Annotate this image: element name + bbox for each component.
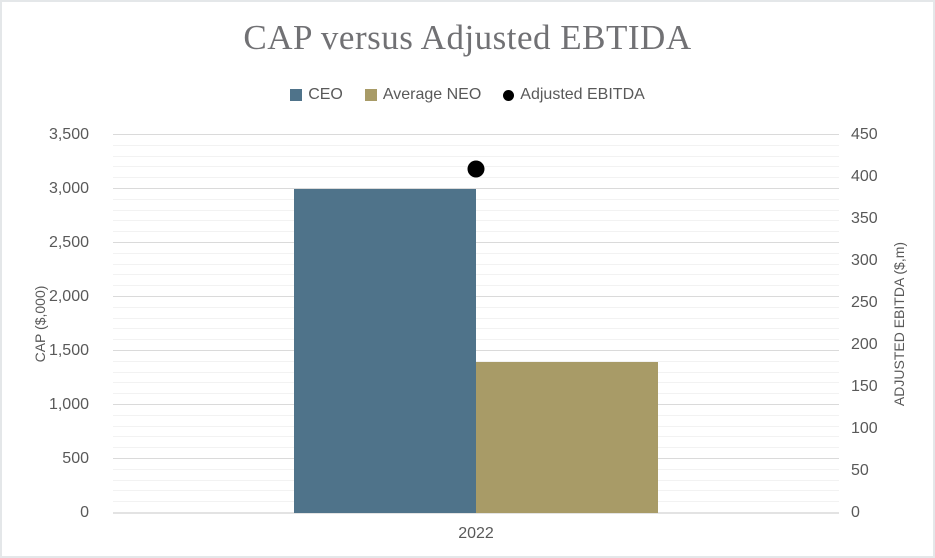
minor-gridline xyxy=(113,155,839,157)
minor-gridline xyxy=(113,274,839,276)
tick-label: 0 xyxy=(851,504,860,521)
minor-gridline xyxy=(113,306,839,308)
tick-label: 200 xyxy=(851,336,878,353)
scatter-dot-adjusted-ebitda xyxy=(467,160,485,178)
legend-label-adjusted-ebitda: Adjusted EBITDA xyxy=(520,86,645,103)
minor-gridline xyxy=(113,209,839,211)
minor-gridline xyxy=(113,285,839,287)
tick-label: 1,000 xyxy=(48,396,89,413)
y-axis-right-title: ADJUSTED EBITDA ($,m) xyxy=(891,241,907,407)
tick-label: 100 xyxy=(851,420,878,437)
legend-item-average-neo: Average NEO xyxy=(364,86,482,104)
tick-label: 250 xyxy=(851,294,878,311)
minor-gridline xyxy=(113,328,839,330)
minor-gridline xyxy=(113,360,839,362)
bar-ceo xyxy=(293,189,476,513)
legend-label-ceo: CEO xyxy=(308,86,343,103)
average-neo-swatch-icon xyxy=(364,89,377,101)
major-gridline xyxy=(113,242,839,243)
legend-item-ceo: CEO xyxy=(290,86,343,104)
tick-label: 500 xyxy=(62,450,89,467)
major-gridline xyxy=(113,134,839,135)
major-gridline xyxy=(113,188,839,189)
tick-label: 150 xyxy=(851,378,878,395)
tick-label: 3,000 xyxy=(48,180,89,197)
plot-area xyxy=(113,134,839,514)
tick-label: 2,500 xyxy=(48,234,89,251)
minor-gridline xyxy=(113,317,839,319)
tick-label: 50 xyxy=(851,462,869,479)
legend-item-adjusted-ebitda: Adjusted EBITDA xyxy=(503,86,645,104)
legend: CEO Average NEO Adjusted EBITDA xyxy=(2,86,933,104)
tick-label: 2,000 xyxy=(48,288,89,305)
x-axis-category-label: 2022 xyxy=(458,525,494,542)
x-axis-line xyxy=(113,512,839,514)
bar-average-neo xyxy=(476,361,658,513)
tick-label: 0 xyxy=(80,504,89,521)
minor-gridline xyxy=(113,220,839,222)
tick-label: 3,500 xyxy=(48,126,89,143)
minor-gridline xyxy=(113,198,839,200)
major-gridline xyxy=(113,296,839,297)
minor-gridline xyxy=(113,231,839,233)
legend-label-average-neo: Average NEO xyxy=(382,86,482,103)
major-gridline xyxy=(113,350,839,351)
tick-label: 350 xyxy=(851,210,878,227)
chart-title: CAP versus Adjusted EBTIDA xyxy=(243,18,692,57)
tick-label: 400 xyxy=(851,168,878,185)
minor-gridline xyxy=(113,263,839,265)
tick-label: 1,500 xyxy=(48,342,89,359)
y-axis-right-ticks: 0 50 100 150 200 250 300 350 400 450 xyxy=(851,127,931,521)
y-axis-left-ticks: 0 500 1,000 1,500 2,000 2,500 3,000 3,500 xyxy=(2,127,101,521)
tick-label: 450 xyxy=(851,126,878,143)
minor-gridline xyxy=(113,252,839,254)
minor-gridline xyxy=(113,339,839,341)
y-axis-left-title: CAP ($,000) xyxy=(32,285,48,363)
minor-gridline xyxy=(113,144,839,146)
ceo-swatch-icon xyxy=(290,89,303,101)
tick-label: 300 xyxy=(851,252,878,269)
adjusted-ebitda-dot-icon xyxy=(503,89,515,101)
minor-gridline xyxy=(113,177,839,179)
